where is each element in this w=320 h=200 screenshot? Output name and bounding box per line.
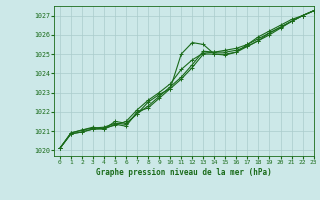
X-axis label: Graphe pression niveau de la mer (hPa): Graphe pression niveau de la mer (hPa) [96, 168, 272, 177]
